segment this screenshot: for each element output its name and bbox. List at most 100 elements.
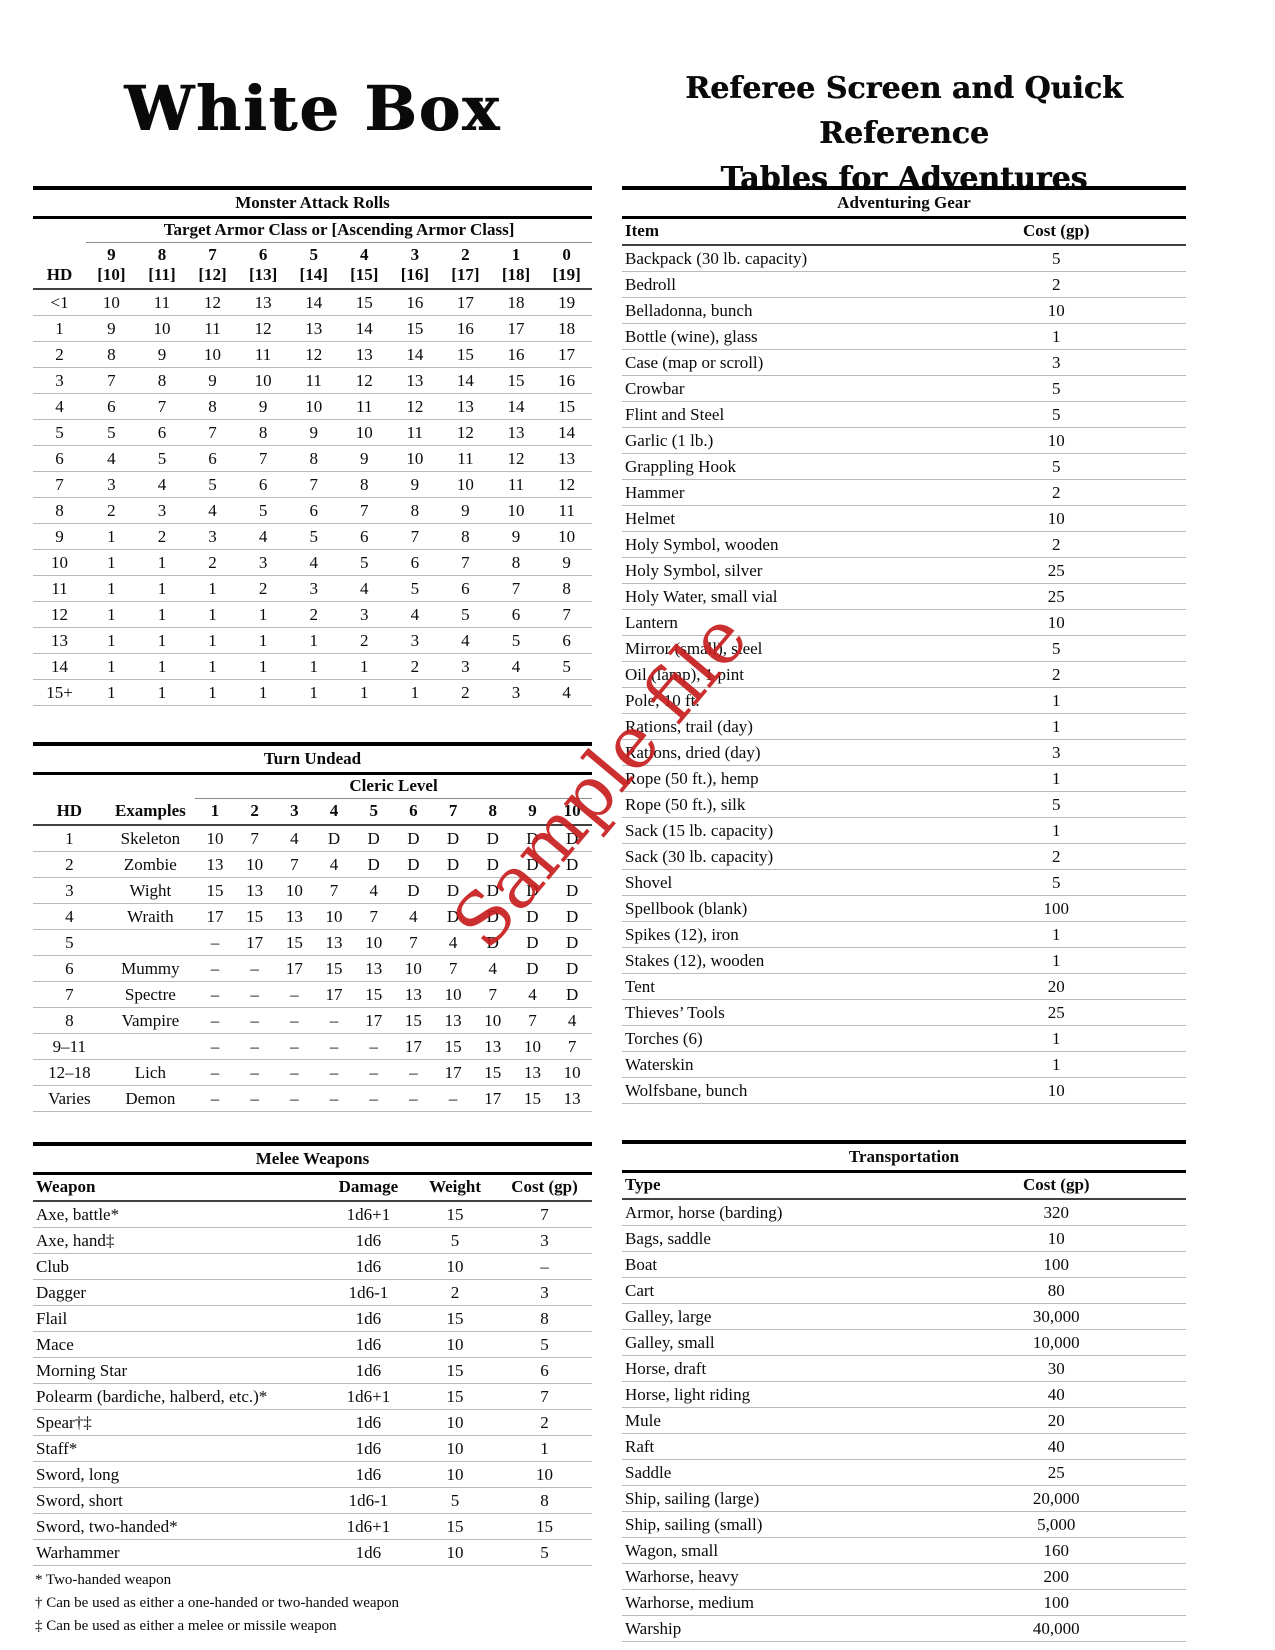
table-cell: Varies bbox=[48, 1089, 91, 1108]
table-cell: 7 bbox=[562, 605, 571, 624]
table-row: 6 4 5 6 7 8 9 10 11 12 13 bbox=[33, 446, 592, 472]
page-title-line2: Tables for Adventures bbox=[720, 161, 1088, 196]
table-row: 4 6 7 8 9 10 11 12 13 14 15 bbox=[33, 394, 592, 420]
table-cell: 15 bbox=[246, 907, 264, 926]
table-cell: Wagon, small bbox=[625, 1541, 719, 1560]
column-header-line: [18] bbox=[501, 265, 531, 284]
column-header-line: 10 bbox=[563, 801, 581, 820]
table-cell: 12 bbox=[204, 293, 222, 312]
table-cell: 3 bbox=[540, 1283, 549, 1302]
table-cell: Armor, horse (barding) bbox=[625, 1203, 783, 1222]
table-cell: 10 bbox=[446, 1543, 464, 1562]
table-cell: 7 bbox=[65, 985, 74, 1004]
table-cell bbox=[1130, 714, 1186, 740]
table-row: Thieves’ Tools 25 bbox=[622, 1000, 1186, 1026]
table-cell bbox=[1130, 584, 1186, 610]
table-cell: 1 bbox=[540, 1439, 549, 1458]
table-cell: 4 bbox=[511, 657, 521, 676]
table-cell: 13 bbox=[563, 1089, 581, 1108]
table-row: 15+ 1 1 1 1 1 1 1 2 3 4 bbox=[33, 680, 592, 706]
table-cell: D bbox=[486, 907, 499, 926]
table-cell: Zombie bbox=[123, 855, 177, 874]
table-cell: 5 bbox=[1052, 795, 1061, 814]
table-row: Cart 80 bbox=[622, 1278, 1186, 1304]
table-cell: D bbox=[526, 829, 539, 848]
table-row: 2 Zombie 13 10 7 4 D D D D D D bbox=[33, 852, 592, 878]
table-cell: 2 bbox=[55, 345, 64, 364]
table-cell: Skeleton bbox=[120, 829, 181, 848]
column-header-line: 3 bbox=[290, 801, 299, 820]
table-cell: 15 bbox=[456, 345, 474, 364]
table-cell: 3 bbox=[208, 527, 217, 546]
table-cell: Mummy bbox=[121, 959, 180, 978]
table-cell: D bbox=[566, 959, 579, 978]
table-cell: 17 bbox=[558, 345, 576, 364]
table-cell bbox=[1130, 896, 1186, 922]
column-header-line: 3 bbox=[410, 245, 420, 264]
table-cell: 2 bbox=[157, 527, 167, 546]
table-cell: Mace bbox=[36, 1335, 74, 1354]
table-cell: 8 bbox=[540, 1491, 549, 1510]
table-cell: 4 bbox=[410, 605, 420, 624]
footnote-line: † Can be used as either a one-handed or … bbox=[35, 1595, 400, 1611]
table-cell bbox=[1130, 974, 1186, 1000]
table-cell: 17 bbox=[206, 907, 224, 926]
table-title-row: Monster Attack Rolls bbox=[33, 188, 592, 218]
table-cell: – bbox=[290, 1063, 299, 1082]
table-cell: 11 bbox=[457, 449, 474, 468]
table-header-row: Type Cost (gp) bbox=[622, 1172, 1186, 1199]
table-cell: 6 bbox=[55, 449, 64, 468]
table-cell bbox=[1130, 558, 1186, 584]
table-cell: 11 bbox=[507, 475, 525, 494]
table-cell: 11 bbox=[558, 501, 575, 520]
table-cell: 9 bbox=[511, 527, 521, 546]
table-row: Rations, dried (day) 3 bbox=[622, 740, 1186, 766]
table-title-row: Adventuring Gear bbox=[622, 188, 1186, 218]
table-row: Axe, battle* 1d6+1 15 7 bbox=[33, 1201, 592, 1228]
table-cell: Holy Water, small vial bbox=[625, 587, 778, 606]
table-header-row: HD Examples 1 2 3 4 5 6 7 8 9 10 bbox=[33, 799, 592, 825]
table-cell: 7 bbox=[567, 1037, 577, 1056]
table-cell: – bbox=[210, 1037, 220, 1056]
table-row: Horse, light riding 40 bbox=[622, 1382, 1186, 1408]
table-cell: 10 bbox=[406, 449, 424, 468]
column-header: 2 [17] bbox=[440, 243, 491, 290]
table-cell: 15 bbox=[446, 1309, 464, 1328]
table-cell: 15 bbox=[404, 1011, 422, 1030]
table-row: 14 1 1 1 1 1 1 2 3 4 5 bbox=[33, 654, 592, 680]
table-cell: 11 bbox=[406, 423, 424, 442]
table-cell bbox=[1130, 1226, 1186, 1252]
column-header-line: Type bbox=[625, 1175, 661, 1194]
table-cell: Warship bbox=[625, 1619, 682, 1638]
table-row: Hammer 2 bbox=[622, 480, 1186, 506]
table-cell: 15 bbox=[446, 1387, 464, 1406]
table-cell bbox=[1130, 245, 1186, 272]
table-row: Wagon, small 160 bbox=[622, 1538, 1186, 1564]
table-cell: Staff* bbox=[36, 1439, 78, 1458]
table-cell: – bbox=[250, 985, 259, 1004]
table-cell: 8 bbox=[55, 501, 64, 520]
column-header: HD bbox=[33, 243, 86, 290]
table-row: 2 8 9 10 11 12 13 14 15 16 17 bbox=[33, 342, 592, 368]
table-cell: Backpack (30 lb. capacity) bbox=[625, 249, 808, 268]
table-row: Warship 40,000 bbox=[622, 1616, 1186, 1642]
table-cell: 1 bbox=[107, 579, 116, 598]
table-cell bbox=[1130, 532, 1186, 558]
table-cell: 5 bbox=[258, 501, 268, 520]
table-cell: 15 bbox=[355, 293, 373, 312]
table-row: Axe, hand‡ 1d6 5 3 bbox=[33, 1228, 592, 1254]
table-cell: 7 bbox=[290, 855, 299, 874]
table-row: Bags, saddle 10 bbox=[622, 1226, 1186, 1252]
table-cell: 10 bbox=[446, 1257, 464, 1276]
table-cell: 6 bbox=[562, 631, 571, 650]
table-cell: D bbox=[526, 933, 539, 952]
column-header: Item bbox=[622, 218, 983, 246]
table-row: Galley, small 10,000 bbox=[622, 1330, 1186, 1356]
table-row: Horse, draft 30 bbox=[622, 1356, 1186, 1382]
table-cell: 16 bbox=[507, 345, 525, 364]
table-cell bbox=[1130, 324, 1186, 350]
table-cell: 13 bbox=[523, 1063, 541, 1082]
table-cell: Warhammer bbox=[36, 1543, 120, 1562]
table-row: 5 – 17 15 13 10 7 4 D D D bbox=[33, 930, 592, 956]
table-cell bbox=[1130, 350, 1186, 376]
